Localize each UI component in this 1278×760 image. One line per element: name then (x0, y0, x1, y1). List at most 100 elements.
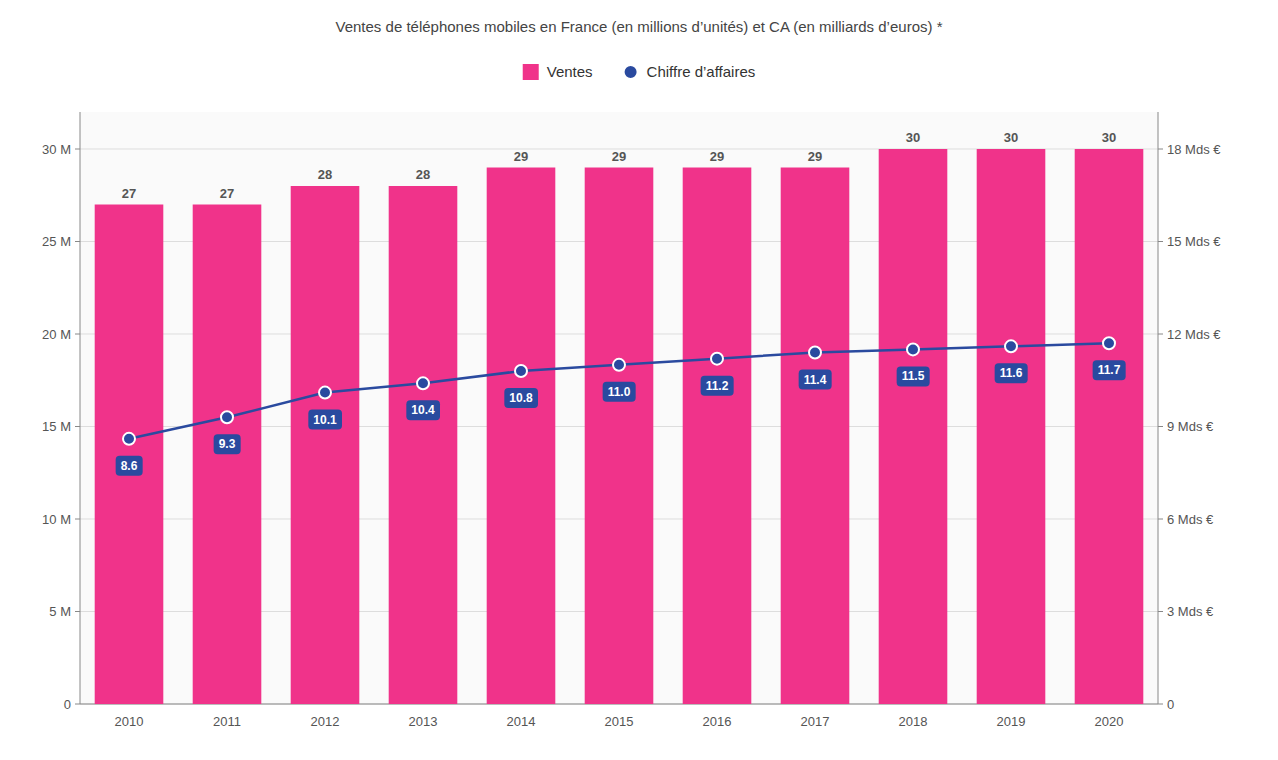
tick-label: 25 M (42, 234, 71, 249)
tick-label: 2018 (899, 714, 928, 729)
data-label: 30 (1102, 130, 1116, 145)
data-label: 29 (808, 149, 822, 164)
data-label-bg (214, 434, 241, 454)
data-label-bg (799, 370, 832, 390)
data-label: 27 (220, 186, 234, 201)
data-label: 30 (906, 130, 920, 145)
tick-label: 30 M (42, 142, 71, 157)
tick-label: 2016 (703, 714, 732, 729)
marks (95, 149, 1144, 704)
data-labels: 27272828292929293030308.69.310.110.410.8… (116, 130, 1126, 476)
data-label-box: 11.2 (701, 376, 734, 396)
data-label: 29 (612, 149, 626, 164)
tick-label: 10 M (42, 512, 71, 527)
marker (123, 433, 135, 445)
data-label-bg (897, 366, 930, 386)
marker (613, 359, 625, 371)
tick-label: 2019 (997, 714, 1026, 729)
legend: Ventes Chiffre d’affaires (523, 63, 756, 80)
data-label-bg (995, 363, 1028, 383)
data-label: 10.1 (313, 413, 337, 427)
data-label-bg (308, 410, 342, 430)
tick-label: 15 Mds € (1167, 234, 1221, 249)
data-label-bg (1093, 360, 1126, 380)
tick-label: 3 Mds € (1167, 604, 1214, 619)
tick-label: 6 Mds € (1167, 512, 1214, 527)
chart: Ventes de téléphones mobiles en France (… (0, 0, 1278, 760)
tick-label: 2012 (311, 714, 340, 729)
marker (1103, 337, 1115, 349)
tick-label: 2013 (409, 714, 438, 729)
data-label: 28 (416, 167, 430, 182)
data-label: 8.6 (121, 459, 138, 473)
data-label-box: 11.7 (1093, 360, 1126, 380)
data-label: 11.6 (1000, 366, 1023, 380)
data-label-bg (603, 382, 636, 402)
legend-swatch (523, 64, 539, 80)
tick-label: 2011 (213, 714, 241, 729)
bar (487, 168, 556, 705)
data-label-box: 8.6 (116, 456, 143, 476)
tick (75, 241, 80, 242)
y-axis-line (80, 112, 81, 704)
data-label: 10.4 (411, 403, 435, 417)
tick (1158, 241, 1163, 242)
data-label: 11.7 (1098, 363, 1121, 377)
tick-label: 2017 (801, 714, 830, 729)
marker (515, 365, 527, 377)
marker (417, 377, 429, 389)
tick-label: 20 M (42, 327, 71, 342)
bar (291, 186, 360, 704)
tick (75, 334, 80, 335)
data-label: 11.0 (608, 385, 631, 399)
bar (1075, 149, 1144, 704)
data-label-box: 11.0 (603, 382, 636, 402)
tick (1158, 519, 1163, 520)
data-label-box: 10.4 (406, 400, 440, 420)
plot-area (80, 112, 1158, 704)
legend-label: Chiffre d’affaires (647, 63, 756, 80)
data-label: 11.5 (902, 369, 925, 383)
tick (1158, 426, 1163, 427)
marker (907, 343, 919, 355)
tick (75, 611, 80, 612)
tick (1158, 149, 1163, 150)
tick-label: 2020 (1095, 714, 1124, 729)
tick (75, 426, 80, 427)
tick (1158, 334, 1163, 335)
data-label: 11.2 (706, 379, 729, 393)
bar (193, 205, 262, 705)
tick-label: 5 M (49, 604, 71, 619)
data-label-box: 11.6 (995, 363, 1028, 383)
tick (1158, 704, 1163, 705)
tick-label: 12 Mds € (1167, 327, 1221, 342)
data-label: 30 (1004, 130, 1018, 145)
legend-swatch (624, 65, 638, 79)
line (129, 343, 1109, 439)
marker (711, 353, 723, 365)
data-label: 11.4 (804, 373, 827, 387)
marker (809, 347, 821, 359)
legend-item: Chiffre d’affaires (624, 63, 756, 80)
marker (319, 387, 331, 399)
tick (75, 149, 80, 150)
legend-label: Ventes (547, 63, 593, 80)
tick-label: 0 (1167, 697, 1174, 712)
tick-label: 2015 (605, 714, 634, 729)
data-label-bg (701, 376, 734, 396)
data-label: 29 (514, 149, 528, 164)
tick-label: 15 M (42, 419, 71, 434)
data-label-box: 9.3 (214, 434, 241, 454)
subtitle: Ventes de téléphones mobiles en France (… (336, 18, 943, 35)
bar (879, 149, 948, 704)
data-label: 29 (710, 149, 724, 164)
y2-axis-line (1158, 112, 1159, 704)
data-label-box: 11.4 (799, 370, 832, 390)
data-label: 27 (122, 186, 136, 201)
data-label-box: 10.1 (308, 410, 342, 430)
bar (977, 149, 1046, 704)
marker (221, 411, 233, 423)
tick (75, 519, 80, 520)
bar (95, 205, 164, 705)
tick (1158, 611, 1163, 612)
